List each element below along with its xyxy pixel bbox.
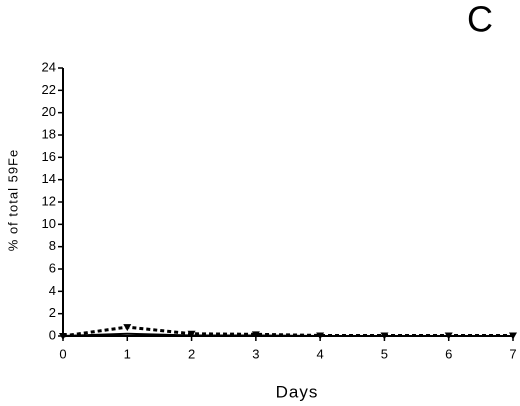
y-axis-label: % of total 59Fe (5, 149, 20, 251)
y-tick-label: 0 (49, 327, 56, 342)
x-tick-label: 6 (445, 346, 452, 361)
series-line (62, 332, 513, 337)
marker (123, 324, 132, 332)
x-tick-label: 7 (509, 346, 516, 361)
x-tick-label: 2 (188, 346, 195, 361)
y-tick-label: 16 (42, 149, 56, 164)
y-tick-label: 14 (42, 171, 56, 186)
y-tick-label: 8 (49, 238, 56, 253)
y-tick-label: 18 (42, 126, 56, 141)
y-tick-label: 12 (42, 193, 56, 208)
x-tick-label: 4 (317, 346, 324, 361)
x-tick-label: 1 (124, 346, 131, 361)
marker (187, 330, 196, 338)
y-tick-label: 24 (42, 59, 56, 74)
marker (59, 333, 67, 340)
y-tick-label: 22 (42, 82, 56, 97)
y-tick-label: 6 (49, 260, 56, 275)
y-tick-label: 20 (42, 104, 56, 119)
panel-label: C (467, 0, 493, 40)
x-tick-label: 3 (252, 346, 259, 361)
y-tick-label: 10 (42, 216, 56, 231)
x-tick-label: 5 (381, 346, 388, 361)
x-axis-label: Days (276, 382, 319, 401)
x-tick-label: 0 (59, 346, 66, 361)
y-tick-label: 4 (49, 283, 56, 298)
y-tick-label: 2 (49, 305, 56, 320)
